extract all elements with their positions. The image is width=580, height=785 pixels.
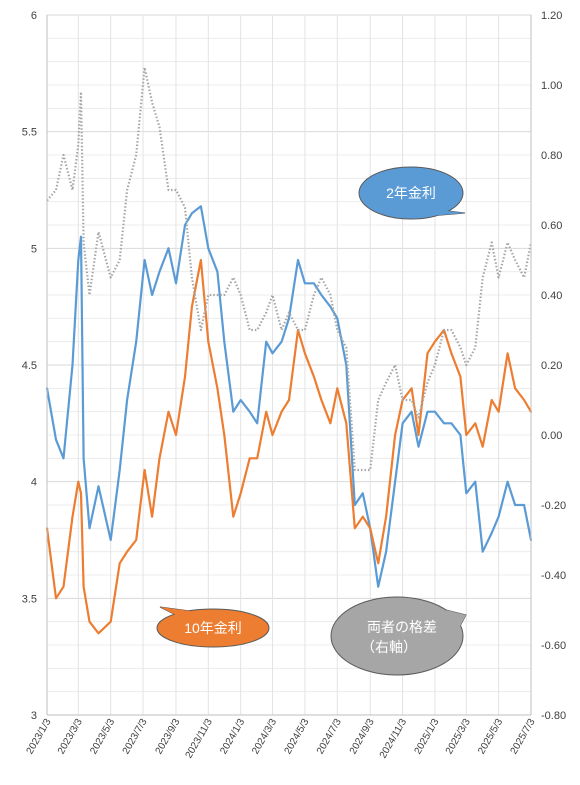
y-right-tick-label: -0.60 [541,640,566,652]
x-tick-label: 2024/1/3 [218,717,247,757]
x-tick-label: 2024/5/3 [283,717,312,757]
x-tick-label: 2025/7/3 [509,717,538,757]
axes: 3 3.5 4 4.5 5 5.5 6 -0.80 -0.60 -0.40 -0.20 0.00 0.2… [22,10,566,760]
series-layer [45,66,533,635]
y-right-tick-label: 1.20 [541,10,562,22]
callout-0: 2年金利 [358,166,466,220]
y-right-tick-label: 0.80 [541,150,562,162]
y-right-tick-label: -0.40 [541,570,566,582]
x-tick-label: 2024/11/3 [378,717,410,761]
y-left-tick-label: 5 [31,243,37,255]
callout-2: 両者の格差 （右軸） [330,596,467,676]
y-right-tick-label: 1.00 [541,80,562,92]
callout-tail-cover [430,210,465,216]
series-line-0 [45,205,533,588]
series-line-2 [46,66,533,472]
callout-bubble [156,608,270,648]
x-tick-label: 2023/11/3 [184,717,216,761]
x-tick-label: 2023/7/3 [121,717,150,757]
callout-label-sub: （右軸） [361,639,417,655]
x-tick-label: 2024/3/3 [250,717,279,757]
y-right-tick-label: -0.80 [541,710,566,722]
callout-label: 10年金利 [184,620,242,636]
callout-1: 10年金利 [156,606,270,648]
x-tick-label: 2023/1/3 [25,717,54,757]
x-tick-label: 2023/5/3 [88,717,117,757]
y-left-tick-label: 3.5 [22,593,37,605]
x-tick-label: 2025/1/3 [413,717,442,757]
x-tick-label: 2023/9/3 [154,717,183,757]
x-tick-label: 2024/9/3 [348,717,377,757]
callouts: 2年金利 10年金利 両者の格差 （右軸） [156,166,467,676]
callout-bubble [358,166,464,220]
callout-tail-cover [160,607,190,616]
x-tick-label: 2025/5/3 [476,717,505,757]
y-left-tick-label: 5.5 [22,127,37,139]
y-right-tick-label: 0.40 [541,290,562,302]
callout-tail-cover [446,610,466,630]
y-left-tick-label: 6 [31,10,37,22]
y-left-tick-label: 4 [31,477,37,489]
y-left-tick-label: 4.5 [22,360,37,372]
x-tick-label: 2025/3/3 [444,717,473,757]
y-right-tick-label: -0.20 [541,500,566,512]
callout-label: 両者の格差 [367,619,437,635]
x-tick-label: 2023/3/3 [56,717,85,757]
y-right-tick-label: 0.60 [541,220,562,232]
x-tick-label: 2024/7/3 [315,717,344,757]
callout-bubble [330,596,464,676]
series-line-1 [45,258,533,635]
y-right-tick-label: 0.00 [541,430,562,442]
y-left-tick-label: 3 [31,710,37,722]
y-right-tick-label: 0.20 [541,360,562,372]
callout-label: 2年金利 [386,185,436,201]
gridlines [46,14,532,716]
